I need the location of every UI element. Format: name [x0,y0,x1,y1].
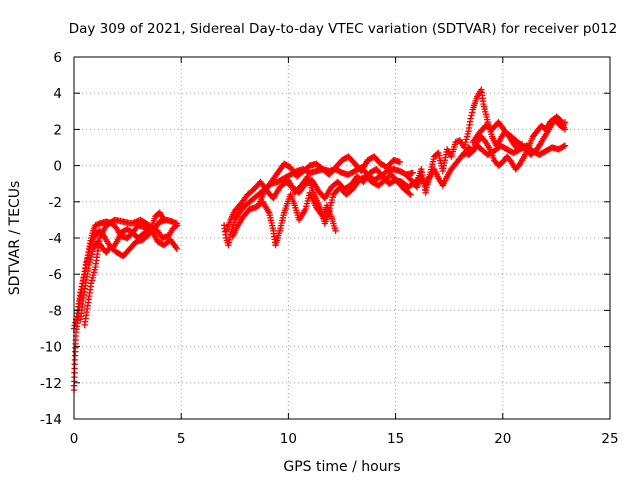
y-tick-label: -4 [49,231,62,247]
axis-ticks [73,56,611,420]
data-point [561,126,569,133]
data-point [173,245,181,253]
data-point [72,319,79,326]
y-tick-label: 4 [53,86,62,102]
data-point [172,223,179,230]
y-tick-label: -14 [40,412,62,428]
y-tick-label: -6 [49,267,62,283]
data-point [406,190,413,197]
y-tick-label: 2 [53,122,62,138]
data-point [407,191,414,198]
x-tick-label: 25 [601,431,618,447]
data-point [396,158,404,166]
data-point [160,216,168,224]
data-point [468,109,476,116]
y-tick-label: -8 [49,303,62,319]
data-points [70,86,569,394]
data-point [560,143,567,150]
data-point [71,322,78,329]
y-tick-label: -2 [49,195,62,211]
y-tick-label: 6 [53,50,62,66]
grid [74,57,610,419]
data-point [561,142,569,149]
data-point [463,136,470,143]
data-point [325,207,333,215]
x-tick-label: 10 [280,431,297,447]
chart-title: Day 309 of 2021, Sidereal Day-to-day VTE… [69,21,618,37]
x-tick-label: 15 [387,431,404,447]
data-point [144,232,151,239]
x-tick-label: 20 [494,431,511,447]
data-point [467,115,474,122]
x-tick-label: 0 [70,431,79,447]
y-tick-label: 0 [53,159,62,175]
x-axis-label: GPS time / hours [283,459,400,475]
data-point [173,222,181,229]
y-tick-label: -12 [40,376,62,392]
tick-labels: 0 5 10 15 20 25 -14 -12 -10 -8 -6 -4 -2 0 2 4 6 [40,50,619,447]
data-point [409,169,416,176]
y-axis-label: SDTVAR / TECUs [7,181,23,296]
x-tick-label: 5 [177,431,186,447]
y-tick-label: -10 [40,340,62,356]
data-point [468,112,475,119]
data-point [332,227,339,234]
